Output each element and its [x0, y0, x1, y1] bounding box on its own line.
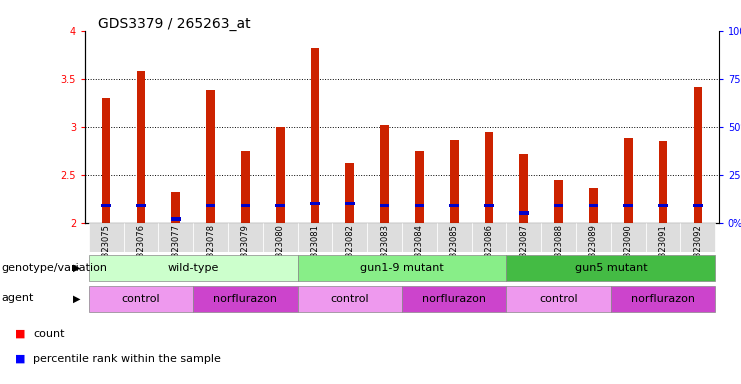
Text: GSM323084: GSM323084: [415, 224, 424, 275]
Bar: [402, 223, 436, 252]
Bar: [298, 286, 402, 311]
Bar: [506, 223, 541, 252]
Bar: [519, 212, 528, 215]
Bar: [159, 223, 193, 252]
Bar: [241, 204, 250, 207]
Bar: [506, 255, 715, 281]
Bar: [276, 127, 285, 223]
Bar: [485, 132, 494, 223]
Text: GDS3379 / 265263_at: GDS3379 / 265263_at: [98, 17, 250, 31]
Bar: [136, 204, 146, 207]
Text: percentile rank within the sample: percentile rank within the sample: [33, 354, 222, 364]
Bar: [193, 286, 298, 311]
Bar: [89, 223, 124, 252]
Bar: [263, 223, 298, 252]
Bar: [693, 204, 702, 207]
Text: GSM323087: GSM323087: [519, 224, 528, 275]
Bar: [193, 223, 228, 252]
Text: control: control: [330, 293, 369, 304]
Bar: [276, 204, 285, 207]
Bar: [541, 223, 576, 252]
Text: GSM323085: GSM323085: [450, 224, 459, 275]
Bar: [658, 204, 668, 207]
Text: wild-type: wild-type: [167, 263, 219, 273]
Bar: [611, 286, 715, 311]
Text: GSM323082: GSM323082: [345, 224, 354, 275]
Text: GSM323092: GSM323092: [694, 224, 702, 275]
Bar: [415, 204, 424, 207]
Bar: [310, 202, 320, 205]
Bar: [124, 223, 159, 252]
Bar: [623, 204, 633, 207]
Bar: [402, 286, 506, 311]
Bar: [506, 286, 611, 311]
Bar: [380, 204, 389, 207]
Bar: [588, 204, 598, 207]
Text: GSM323079: GSM323079: [241, 224, 250, 275]
Bar: [171, 192, 180, 223]
Bar: [415, 151, 424, 223]
Text: norflurazon: norflurazon: [213, 293, 277, 304]
Bar: [345, 163, 354, 223]
Bar: [89, 286, 193, 311]
Text: control: control: [539, 293, 578, 304]
Text: GSM323078: GSM323078: [206, 224, 215, 275]
Bar: [171, 217, 181, 220]
Bar: [380, 125, 389, 223]
Text: count: count: [33, 329, 65, 339]
Text: ▶: ▶: [73, 293, 80, 303]
Bar: [333, 223, 368, 252]
Bar: [345, 202, 354, 205]
Text: GSM323089: GSM323089: [589, 224, 598, 275]
Bar: [554, 204, 563, 207]
Bar: [576, 223, 611, 252]
Text: control: control: [122, 293, 160, 304]
Bar: [368, 223, 402, 252]
Text: GSM323086: GSM323086: [485, 224, 494, 275]
Bar: [102, 204, 111, 207]
Text: GSM323080: GSM323080: [276, 224, 285, 275]
Bar: [450, 204, 459, 207]
Bar: [554, 180, 563, 223]
Text: GSM323076: GSM323076: [136, 224, 145, 275]
Text: gun1-9 mutant: gun1-9 mutant: [360, 263, 444, 273]
Bar: [102, 98, 110, 223]
Bar: [241, 151, 250, 223]
Bar: [450, 140, 459, 223]
Text: norflurazon: norflurazon: [631, 293, 695, 304]
Bar: [436, 223, 471, 252]
Bar: [89, 255, 298, 281]
Bar: [519, 154, 528, 223]
Text: genotype/variation: genotype/variation: [1, 263, 107, 273]
Bar: [589, 188, 598, 223]
Bar: [611, 223, 645, 252]
Text: GSM323075: GSM323075: [102, 224, 110, 275]
Text: GSM323077: GSM323077: [171, 224, 180, 275]
Bar: [206, 90, 215, 223]
Text: GSM323081: GSM323081: [310, 224, 319, 275]
Text: ■: ■: [15, 329, 25, 339]
Text: gun5 mutant: gun5 mutant: [574, 263, 647, 273]
Bar: [659, 141, 668, 223]
Text: ▶: ▶: [73, 263, 80, 273]
Bar: [298, 255, 506, 281]
Bar: [228, 223, 263, 252]
Text: norflurazon: norflurazon: [422, 293, 486, 304]
Text: GSM323091: GSM323091: [659, 224, 668, 275]
Bar: [298, 223, 333, 252]
Bar: [310, 48, 319, 223]
Bar: [471, 223, 506, 252]
Text: GSM323090: GSM323090: [624, 224, 633, 275]
Bar: [680, 223, 715, 252]
Bar: [136, 71, 145, 223]
Text: GSM323083: GSM323083: [380, 224, 389, 275]
Bar: [694, 88, 702, 223]
Bar: [206, 204, 216, 207]
Text: agent: agent: [1, 293, 34, 303]
Text: ■: ■: [15, 354, 25, 364]
Bar: [624, 138, 633, 223]
Bar: [645, 223, 680, 252]
Text: GSM323088: GSM323088: [554, 224, 563, 275]
Bar: [484, 204, 494, 207]
